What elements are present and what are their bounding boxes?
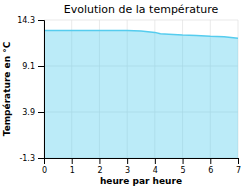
grid-line <box>44 20 238 21</box>
x-axis-label: heure par heure <box>100 176 182 186</box>
tick-mark <box>99 158 100 164</box>
title: Evolution de la température <box>64 3 219 16</box>
tick-mark <box>210 158 211 164</box>
tick-label: 1 <box>70 166 75 175</box>
tick: 5 <box>181 158 186 175</box>
plot-area <box>44 31 238 158</box>
tick: 3.9 <box>22 108 44 117</box>
grid <box>44 20 238 158</box>
area <box>44 31 238 158</box>
x-axis: 0 1 2 3 4 5 6 7 <box>42 158 241 175</box>
tick-label: 2 <box>97 166 102 175</box>
tick-label: 7 <box>236 166 241 175</box>
tick-label: 0 <box>42 166 47 175</box>
axis-line <box>45 159 239 165</box>
tick-mark <box>127 158 128 164</box>
tick-label: -1.3 <box>19 154 35 163</box>
tick: 6 <box>208 158 213 175</box>
tick-label: 5 <box>181 166 186 175</box>
tick-label: 14.3 <box>17 16 35 25</box>
axis-line <box>38 21 45 159</box>
tick: 1 <box>70 158 75 175</box>
tick-label: 9.1 <box>22 62 35 71</box>
tick-mark <box>155 158 156 164</box>
tick-mark <box>38 112 44 113</box>
tick-mark <box>38 20 44 21</box>
tick: 3 <box>125 158 130 175</box>
tick-label: 3 <box>125 166 130 175</box>
y-axis-label: Température en °C <box>2 41 12 136</box>
tick-mark <box>72 158 73 164</box>
tick-mark <box>183 158 184 164</box>
tick-mark <box>38 158 44 159</box>
tick-label: 3.9 <box>22 108 35 117</box>
tick: 2 <box>97 158 102 175</box>
tick: 14.3 <box>17 16 44 25</box>
tick-label: 6 <box>208 166 213 175</box>
tick-mark <box>238 158 239 164</box>
tick-mark <box>38 66 44 67</box>
tick-label: 4 <box>153 166 158 175</box>
tick: -1.3 <box>19 154 44 163</box>
chart: 0 1 2 3 4 5 6 7 -1.3 3.9 9.1 14.3 Evolution de la te… <box>0 0 250 188</box>
tick: 0 <box>42 158 47 175</box>
y-axis: -1.3 3.9 9.1 14.3 <box>17 16 44 163</box>
line <box>44 31 238 39</box>
tick: 4 <box>153 158 158 175</box>
tick: 7 <box>236 158 241 175</box>
tick: 9.1 <box>22 62 44 71</box>
